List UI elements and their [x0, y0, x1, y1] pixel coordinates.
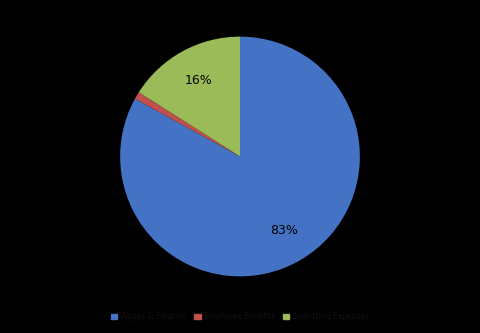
- Wedge shape: [139, 37, 240, 157]
- Legend: Wages & Salaries, Employee Benefits, Operating Expenses: Wages & Salaries, Employee Benefits, Ope…: [109, 310, 371, 324]
- Text: 83%: 83%: [270, 224, 298, 237]
- Wedge shape: [135, 92, 240, 157]
- Text: 16%: 16%: [184, 74, 212, 87]
- Wedge shape: [120, 37, 360, 276]
